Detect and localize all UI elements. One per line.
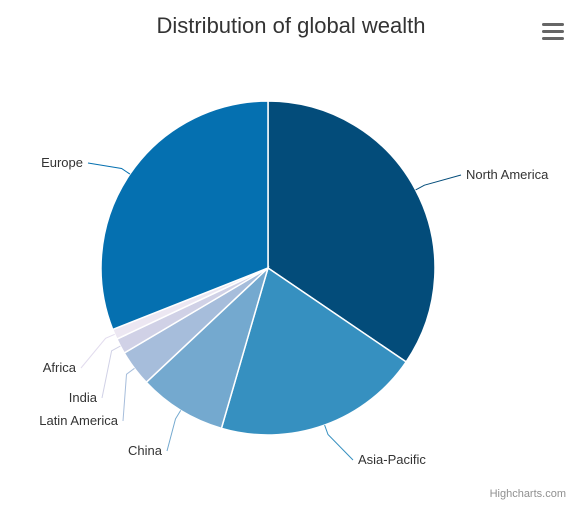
pie-slice-china[interactable] — [145, 265, 270, 430]
data-label-india: India — [69, 390, 98, 405]
connector-africa — [80, 333, 115, 369]
data-label-asia-pacific: Asia-Pacific — [358, 452, 426, 467]
hamburger-menu-icon[interactable] — [538, 18, 568, 44]
credits-link[interactable]: Highcharts.com — [490, 488, 566, 500]
connector-china — [166, 410, 182, 452]
chart-title: Distribution of global wealth — [156, 13, 425, 38]
data-label-china: China — [128, 443, 163, 458]
connector-asia-pacific — [324, 424, 354, 461]
data-label-europe: Europe — [41, 155, 83, 170]
connector-india — [101, 345, 121, 399]
pie-slice-europe[interactable] — [100, 100, 269, 331]
connector-latin-america — [122, 367, 135, 422]
connector-north-america — [415, 174, 462, 191]
data-label-north-america: North America — [466, 167, 549, 182]
data-label-latin-america: Latin America — [39, 413, 119, 428]
connector-europe — [87, 162, 131, 175]
data-label-africa: Africa — [43, 360, 77, 375]
